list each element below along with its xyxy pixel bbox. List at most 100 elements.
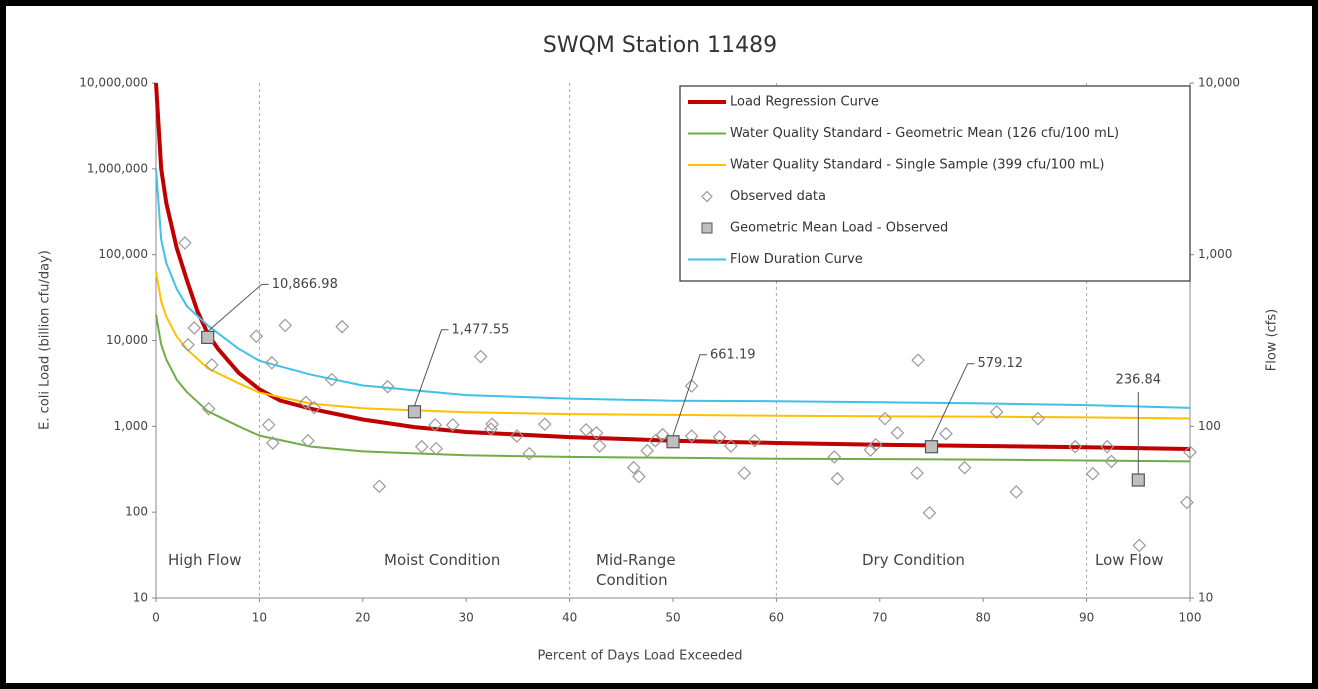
series-line — [154, 82, 1191, 451]
observed-point — [1183, 445, 1197, 460]
legend-label: Flow Duration Curve — [730, 252, 863, 267]
mean-point — [407, 405, 422, 419]
observed-point — [187, 321, 202, 335]
observed-point — [1104, 454, 1119, 469]
label-leader — [207, 283, 269, 332]
observed-point — [324, 372, 339, 387]
observed-point — [278, 318, 293, 333]
observed-point — [485, 417, 499, 432]
observed-point — [632, 469, 646, 484]
observed-point — [299, 395, 313, 410]
observed-point — [445, 418, 460, 432]
legend-label: Observed data — [730, 189, 826, 204]
y-tick-label: 1,000 — [114, 419, 148, 433]
observed-point — [414, 439, 429, 454]
observed-point — [939, 426, 953, 441]
y-tick-label: 100 — [125, 505, 148, 519]
series-line — [155, 314, 1191, 463]
label-leader — [414, 329, 449, 406]
observed-point — [878, 411, 892, 426]
observed-point — [863, 443, 878, 457]
observed-point — [372, 479, 387, 494]
observed-point — [655, 427, 670, 442]
observed-point — [429, 441, 444, 456]
mean-point — [1131, 473, 1145, 487]
observed-point — [204, 358, 219, 372]
observed-point — [712, 430, 727, 444]
x-tick-label: 40 — [562, 611, 577, 625]
legend-label: Water Quality Standard - Single Sample (… — [730, 158, 1105, 173]
mean-label: 661.19 — [710, 347, 756, 362]
mean-label: 579.12 — [978, 356, 1024, 371]
y-tick-label: 1,000,000 — [87, 161, 148, 175]
observed-point — [890, 425, 905, 440]
label-leader — [931, 363, 975, 441]
observed-point — [428, 418, 443, 432]
mean-point — [201, 330, 215, 345]
observed-point — [648, 433, 663, 448]
observed-point — [589, 425, 604, 440]
zone-label: High Flow — [168, 551, 242, 569]
observed-point — [1009, 485, 1024, 499]
observed-point — [830, 471, 845, 486]
x-tick-label: 100 — [1179, 611, 1202, 625]
y2-axis-label: Flow (cfs) — [1265, 309, 1280, 371]
mean-label: 10,866.98 — [272, 277, 338, 292]
x-tick-label: 70 — [872, 611, 887, 625]
observed-point — [1031, 411, 1045, 426]
observed-point — [640, 443, 654, 458]
y2-tick-label: 10,000 — [1198, 76, 1240, 90]
observed-point — [178, 236, 192, 250]
observed-point — [264, 355, 279, 370]
legend-swatch — [701, 222, 713, 234]
zone-label: Low Flow — [1095, 551, 1164, 569]
observed-point — [537, 417, 552, 432]
observed-point — [911, 353, 925, 368]
x-tick-label: 20 — [355, 611, 370, 625]
observed-point — [335, 319, 349, 334]
observed-point — [181, 337, 195, 352]
chart-title: SWQM Station 11489 — [543, 33, 777, 58]
observed-point — [737, 466, 752, 480]
x-tick-label: 60 — [769, 611, 784, 625]
y-tick-label: 10 — [133, 591, 148, 605]
observed-point — [747, 433, 762, 448]
y2-tick-label: 10 — [1198, 591, 1213, 605]
observed-point — [1132, 538, 1147, 553]
legend-box — [679, 85, 1191, 282]
y2-tick-label: 1,000 — [1198, 247, 1232, 261]
mean-point — [666, 435, 680, 449]
observed-point — [868, 437, 883, 452]
x-tick-label: 30 — [459, 611, 474, 625]
observed-point — [301, 433, 315, 448]
observed-point — [473, 349, 488, 364]
observed-point — [265, 436, 280, 450]
observed-point — [1068, 439, 1083, 454]
label-leader — [672, 354, 707, 436]
y-tick-label: 10,000,000 — [79, 76, 148, 90]
observed-point — [261, 418, 276, 432]
observed-point — [724, 439, 738, 453]
legend-swatch — [701, 190, 713, 203]
zone-label: Mid-Range Condition — [596, 551, 676, 589]
observed-point — [910, 466, 924, 480]
observed-point — [684, 379, 699, 393]
observed-point — [1100, 439, 1115, 454]
observed-point — [827, 450, 842, 464]
observed-point — [380, 379, 395, 394]
y2-tick-label: 100 — [1198, 419, 1221, 433]
observed-point — [579, 423, 593, 437]
observed-point — [626, 460, 641, 475]
x-tick-label: 50 — [665, 611, 680, 625]
observed-point — [957, 460, 972, 475]
mean-point — [924, 440, 939, 454]
observed-point — [1085, 466, 1100, 481]
zone-label: Dry Condition — [862, 551, 965, 569]
zone-label: Moist Condition — [384, 551, 501, 569]
x-tick-label: 90 — [1079, 611, 1094, 625]
y-tick-label: 100,000 — [98, 247, 148, 261]
x-tick-label: 10 — [252, 611, 267, 625]
observed-point — [249, 329, 264, 344]
